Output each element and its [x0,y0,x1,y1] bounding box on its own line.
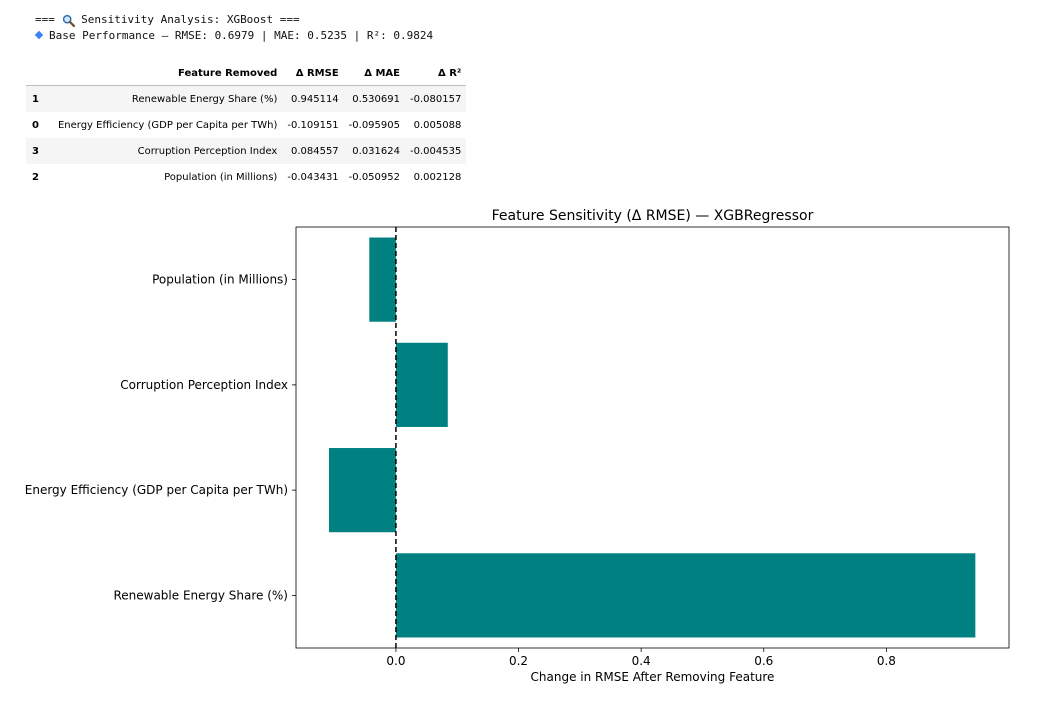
table-row: 1 Renewable Energy Share (%) 0.945114 0.… [26,85,467,112]
delta-r2-cell: 0.005088 [413,119,462,131]
delta-mae-cell: -0.050952 [348,171,400,183]
column-header: Δ RMSE [282,61,344,86]
delta-rmse-cell: -0.109151 [287,119,339,131]
table-row: 2 Population (in Millions) -0.043431 -0.… [26,164,466,190]
index-header [26,61,53,86]
y-tick-label: Corruption Perception Index [120,378,288,392]
row-index: 3 [32,145,39,157]
base-performance-text: Base Performance — RMSE: 0.6979 | MAE: 0… [49,29,434,42]
x-axis-label: Change in RMSE After Removing Feature [531,670,775,684]
delta-rmse-cell: -0.043431 [287,171,339,183]
chart-title: Feature Sensitivity (Δ RMSE) — XGBRegres… [492,208,814,224]
delta-r2-cell: 0.002128 [413,171,462,183]
delta-r2-cell: -0.080157 [410,93,462,105]
delta-r2-cell: -0.004535 [410,145,462,157]
row-index: 0 [32,119,39,131]
bar [395,553,976,638]
feature-cell: Corruption Perception Index [137,145,278,157]
table-row: 0 Energy Efficiency (GDP per Capita per … [26,112,466,138]
y-tick-label: Energy Efficiency (GDP per Capita per TW… [25,483,288,497]
x-tick-label: 0.4 [632,654,651,668]
row-index: 1 [32,93,39,105]
y-tick-label: Renewable Energy Share (%) [113,588,288,602]
console-output: === Sensitivity Analysis: XGBoost === Bas… [34,12,434,44]
x-tick-label: 0.8 [877,654,896,668]
x-tick-label: 0.2 [509,654,528,668]
delta-rmse-cell: 0.084557 [290,145,339,157]
magnifier-icon [62,14,75,27]
sensitivity-table: Feature Removed Δ RMSE Δ MAE Δ R² 1 Rene… [26,61,467,190]
row-index: 2 [32,171,39,183]
delta-mae-cell: -0.095905 [348,119,400,131]
console-title-line: === Sensitivity Analysis: XGBoost === [35,12,433,28]
delta-mae-cell: 0.031624 [352,145,400,157]
delta-mae-cell: 0.530691 [352,93,400,105]
column-header: Δ MAE [343,61,405,86]
console-title-text: Sensitivity Analysis: XGBoost === [74,13,300,26]
column-header: Feature Removed [52,61,283,86]
y-tick-label: Population (in Millions) [152,273,288,287]
plot-frame [295,226,1010,649]
feature-cell: Population (in Millions) [164,171,278,183]
table-row: 3 Corruption Perception Index 0.084557 0… [26,138,467,164]
bar [329,448,396,533]
delta-rmse-cell: 0.945114 [290,93,339,105]
title-prefix: === [35,13,62,26]
feature-cell: Renewable Energy Share (%) [131,93,278,105]
column-header: Δ R² [405,61,467,86]
x-tick-label: 0.0 [386,654,405,668]
console-base-line: Base Performance — RMSE: 0.6979 | MAE: 0… [34,28,434,44]
feature-cell: Energy Efficiency (GDP per Capita per TW… [57,119,278,131]
bar [369,237,396,322]
table-header-row: Feature Removed Δ RMSE Δ MAE Δ R² [26,61,467,86]
x-tick-label: 0.6 [754,654,773,668]
sensitivity-bar-chart: Renewable Energy Share (%) Energy Efficie… [25,208,1010,684]
bar [395,342,448,427]
blue-diamond-icon [34,30,44,40]
